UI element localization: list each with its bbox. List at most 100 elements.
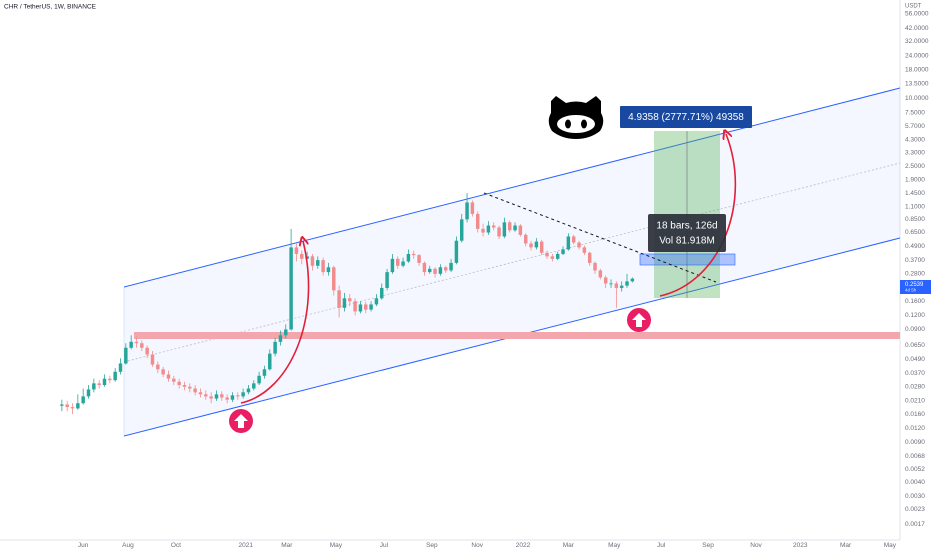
y-tick-label: 1.1000 — [905, 203, 925, 210]
candle-body — [566, 236, 571, 250]
candle-body — [332, 267, 336, 291]
candle-body — [433, 268, 437, 274]
candle-body — [262, 369, 267, 376]
y-tick-label: 18.0000 — [905, 66, 929, 73]
candle-body — [145, 347, 149, 355]
y-tick-label: 0.0052 — [905, 466, 925, 473]
candle-body — [113, 371, 117, 381]
candle-body — [364, 304, 368, 310]
x-tick-label: Sep — [426, 542, 438, 549]
candle-body — [252, 383, 256, 389]
last-price-label: 0.2539 — [905, 282, 924, 288]
candle-body — [284, 329, 288, 336]
candle-body — [342, 298, 347, 308]
y-tick-label: 0.0210 — [905, 398, 925, 405]
candle-body — [470, 202, 475, 214]
candle-body — [380, 287, 384, 299]
candle-body — [571, 236, 576, 243]
y-tick-label: 0.2800 — [905, 271, 925, 278]
candle-body — [236, 395, 240, 397]
up-icon — [229, 409, 253, 433]
candle-body — [97, 383, 101, 386]
candle-body — [108, 378, 112, 381]
candle-body — [140, 343, 144, 348]
bars-label: 18 bars, 126d — [656, 221, 717, 232]
y-tick-label: 0.0030 — [905, 493, 925, 500]
candle-body — [166, 374, 171, 379]
candle-body — [310, 256, 315, 266]
candle-body — [220, 394, 224, 398]
last-price-box — [900, 280, 931, 294]
measure-label: 4.9358 (2777.71%) 49358 — [628, 112, 744, 123]
y-tick-label: 42.0000 — [905, 25, 929, 32]
x-tick-label: Jul — [657, 542, 666, 549]
candle-body — [150, 354, 155, 365]
x-tick-label: Aug — [122, 542, 134, 549]
candle-body — [134, 341, 139, 344]
candle-body — [545, 252, 549, 257]
candle-body — [241, 392, 245, 397]
y-tick-label: 0.0370 — [905, 370, 925, 377]
candle-body — [475, 213, 480, 229]
candle-body — [630, 278, 635, 282]
candle-body — [497, 227, 501, 237]
octocat-icon — [548, 96, 604, 139]
y-tick-label: 0.0068 — [905, 453, 925, 460]
y-tick-label: 0.0023 — [905, 506, 925, 513]
candle-body — [486, 225, 491, 233]
candle-body — [406, 253, 411, 262]
candle-body — [70, 407, 75, 409]
y-tick-label: 0.3700 — [905, 257, 925, 264]
candle-body — [316, 260, 320, 266]
candle-body — [209, 396, 213, 399]
candle-body — [507, 222, 512, 231]
chart-title: CHR / TetherUS, 1W, BINANCE — [4, 4, 97, 11]
candle-body — [353, 301, 357, 312]
x-tick-label: Mar — [840, 542, 852, 549]
candle-body — [214, 394, 219, 399]
candle-body — [358, 304, 363, 312]
candle-body — [598, 270, 603, 278]
channel-upper — [123, 87, 900, 288]
candle-body — [182, 385, 187, 387]
y-tick-label: 0.0090 — [905, 439, 925, 446]
y-tick-label: 0.0650 — [905, 342, 925, 349]
y-tick-label: 1.9000 — [905, 177, 925, 184]
candle-body — [465, 202, 469, 220]
y-tick-label: 0.6500 — [905, 229, 925, 236]
candle-body — [268, 353, 272, 370]
candle-body — [502, 222, 507, 237]
volume-label: Vol 81.918M — [659, 236, 715, 247]
x-tick-label: 2023 — [793, 542, 808, 549]
candle-body — [225, 397, 229, 400]
y-tick-label: 56.0000 — [905, 11, 929, 18]
candle-body — [348, 298, 352, 302]
channel-fill — [124, 88, 900, 436]
y-tick-label: 32.0000 — [905, 38, 929, 45]
candle-body — [481, 228, 485, 233]
candle-body — [172, 378, 176, 382]
candle-body — [555, 253, 560, 259]
y-tick-label: 2.5000 — [905, 163, 925, 170]
candle-body — [550, 256, 555, 259]
y-tick-label: 0.4900 — [905, 243, 925, 250]
candle-body — [374, 298, 379, 305]
candles — [60, 193, 635, 415]
info-box — [648, 214, 726, 252]
measure-box — [620, 106, 752, 128]
candle-body — [129, 341, 133, 348]
candle-body — [444, 267, 448, 271]
candle-body — [257, 375, 261, 384]
candle-body — [491, 225, 496, 228]
y-tick-label: 7.5000 — [905, 109, 925, 116]
candle-body — [246, 388, 251, 393]
x-tick-label: Mar — [563, 542, 575, 549]
y-tick-label: 0.8500 — [905, 216, 925, 223]
x-tick-label: Mar — [281, 542, 293, 549]
candle-body — [385, 272, 389, 288]
candle-body — [614, 283, 619, 288]
y-tick-label: 13.5000 — [905, 80, 929, 87]
candle-body — [300, 253, 304, 259]
x-tick-label: Nov — [471, 542, 483, 549]
